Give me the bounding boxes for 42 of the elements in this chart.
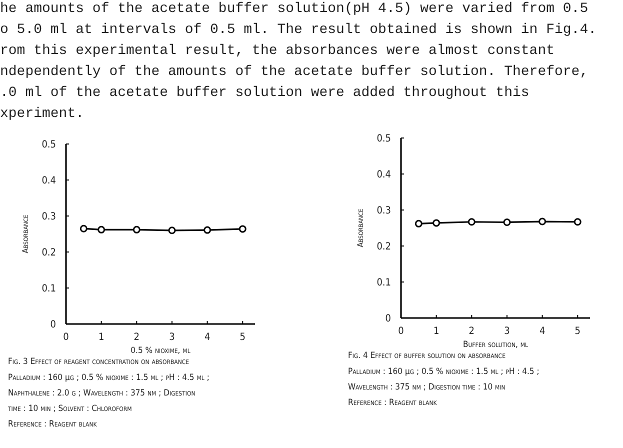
y-axis-title: Absorbance bbox=[356, 208, 365, 248]
y-tick-label: 0.3 bbox=[376, 206, 391, 216]
y-tick-label: 0.1 bbox=[42, 284, 56, 294]
text: Reference : Reagent blank bbox=[348, 398, 438, 408]
y-tick-label: 0.2 bbox=[42, 248, 56, 258]
y-tick-label: 0.4 bbox=[376, 170, 392, 180]
text: time : 10 min ; Solvent : Chloroform bbox=[7, 404, 132, 414]
x-tick-label: 0 bbox=[63, 332, 70, 343]
x-tick-label: 3 bbox=[504, 326, 510, 337]
text: Fig. 3 Effect of reagent concentration on absorbance bbox=[8, 357, 190, 367]
y-tick-label: 0.1 bbox=[376, 278, 391, 288]
x-tick-label: 4 bbox=[204, 332, 210, 343]
text: .0 ml of the acetate buffer solution were added throughout this bbox=[0, 85, 530, 101]
y-tick-label: 0.3 bbox=[42, 212, 56, 222]
text: Naphthalene : 2.0 g ; Wavelength : 375 nm ; Digestion bbox=[8, 388, 196, 398]
x-axis-title: 0.5 % nioxime, ml bbox=[130, 346, 190, 356]
x-tick-label: 1 bbox=[98, 332, 104, 343]
y-tick-label: 0.5 bbox=[376, 134, 391, 144]
text: Palladium : 160 μg ; 0.5 % nioxime : 1.5 ml ; pH : 4.5 ; bbox=[348, 367, 540, 377]
x-tick-label: 5 bbox=[574, 326, 581, 337]
text: xperiment. bbox=[0, 106, 84, 122]
text: Reference : Reagent blank bbox=[8, 420, 98, 430]
x-tick-label: 5 bbox=[240, 332, 246, 343]
x-tick-label: 3 bbox=[169, 332, 175, 343]
text: o 5.0 ml at intervals of 0.5 ml. The result obtained is shown in Fig.4. bbox=[0, 22, 596, 38]
y-tick-label: 0.5 bbox=[42, 140, 56, 150]
x-axis-title: Buffer solution, ml bbox=[462, 340, 528, 350]
text: ndependently of the amounts of the acetate buffer solution. Therefore, bbox=[0, 64, 588, 80]
x-tick-label: 4 bbox=[539, 326, 546, 337]
y-axis-title: Absorbance bbox=[21, 214, 30, 254]
x-tick-label: 1 bbox=[433, 326, 440, 337]
text: rom this experimental result, the absorbances were almost constant bbox=[0, 43, 554, 59]
text: Fig. 4 Effect of buffer solution on absorbance bbox=[348, 351, 506, 361]
x-tick-label: 2 bbox=[468, 326, 475, 337]
text: he amounts of the acetate buffer solution(pH 4.5) were varied from 0.5 bbox=[0, 1, 588, 17]
y-tick-label: 0.4 bbox=[42, 176, 56, 186]
y-tick-label: 0 bbox=[385, 314, 392, 324]
text: Palladium : 160 μg ; 0.5 % nioxime : 1.5 ml ; pH : 4.5 ml ; bbox=[8, 373, 210, 383]
text: Wavelength : 375 nm ; Digestion time : 10 min bbox=[348, 382, 506, 392]
x-tick-label: 0 bbox=[398, 326, 404, 337]
y-tick-label: 0.2 bbox=[376, 242, 391, 252]
x-tick-label: 2 bbox=[134, 332, 140, 343]
